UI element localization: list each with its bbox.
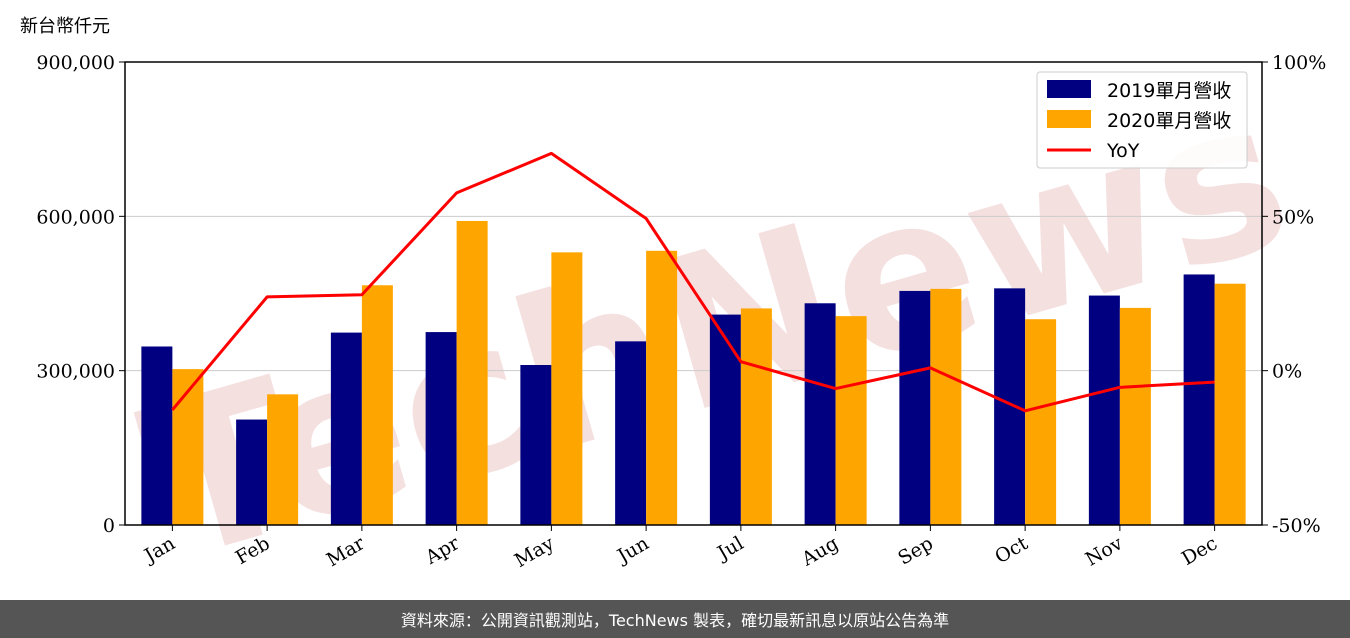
- legend: 2019單月營收 2020單月營收 YoY: [1036, 71, 1248, 169]
- legend-label-1: 2020單月營收: [1107, 110, 1231, 132]
- bar-2020-mar: [361, 285, 393, 525]
- bar-series: [141, 220, 1246, 526]
- bar-2019-sep: [899, 290, 931, 525]
- right-tick-label: 100%: [1272, 52, 1326, 74]
- right-tick-label: 0%: [1272, 361, 1302, 383]
- bar-2019-jan: [141, 346, 173, 525]
- bar-2019-apr: [425, 332, 457, 525]
- left-tick-label: 600,000: [36, 206, 115, 228]
- x-tick-label-aug: Aug: [797, 532, 842, 571]
- legend-label-0: 2019單月營收: [1107, 80, 1231, 102]
- bar-2020-apr: [456, 220, 488, 526]
- x-tick-label-nov: Nov: [1082, 532, 1127, 571]
- bar-2019-may: [520, 365, 552, 525]
- bar-2020-nov: [1119, 307, 1151, 525]
- yoy-line: [171, 151, 1215, 413]
- bar-2020-aug: [835, 316, 867, 525]
- y-axis-unit-label: 新台幣仟元: [20, 16, 110, 37]
- bar-2020-oct: [1025, 319, 1057, 525]
- bar-2019-jul: [709, 314, 741, 525]
- bar-2019-feb: [236, 419, 268, 525]
- bar-2020-jan: [172, 369, 204, 525]
- bar-2019-nov: [1088, 295, 1120, 525]
- footer-text: 資料來源：公開資訊觀測站，TechNews 製表，確切最新訊息以原站公告為準: [400, 611, 950, 630]
- x-tick-label-may: May: [511, 532, 558, 572]
- bar-2019-oct: [994, 288, 1026, 525]
- bar-2020-jun: [646, 250, 678, 525]
- bar-2019-mar: [330, 332, 362, 525]
- legend-swatch-0: [1047, 80, 1091, 98]
- x-tick-label-dec: Dec: [1178, 532, 1221, 570]
- right-tick-label: 50%: [1272, 206, 1314, 228]
- yoy-line-series: [171, 151, 1215, 413]
- footer-source-note: 資料來源：公開資訊觀測站，TechNews 製表，確切最新訊息以原站公告為準: [0, 600, 1350, 638]
- legend-label-2: YoY: [1106, 140, 1140, 162]
- left-tick-label: 900,000: [36, 52, 115, 74]
- x-tick-label-sep: Sep: [894, 532, 937, 569]
- right-tick-label: -50%: [1272, 515, 1321, 537]
- bar-2020-dec: [1214, 283, 1246, 525]
- legend-swatch-1: [1047, 110, 1091, 128]
- bar-2020-sep: [930, 288, 962, 525]
- left-tick-label: 0: [103, 515, 115, 537]
- bar-2019-aug: [804, 303, 836, 525]
- left-tick-label: 300,000: [36, 361, 115, 383]
- x-tick-label-oct: Oct: [991, 532, 1032, 568]
- plot-frame: [124, 61, 1263, 526]
- bar-2019-dec: [1183, 274, 1215, 525]
- x-tick-label-jun: Jun: [612, 532, 653, 568]
- bar-2019-jun: [615, 341, 647, 525]
- x-tick-label-jul: Jul: [712, 532, 747, 565]
- bar-2020-jul: [740, 308, 772, 525]
- revenue-chart: TechNews 0300,000600,000900,000-50%0%50%…: [36, 50, 1326, 600]
- bar-2020-may: [551, 252, 583, 525]
- bar-2020-feb: [267, 394, 299, 525]
